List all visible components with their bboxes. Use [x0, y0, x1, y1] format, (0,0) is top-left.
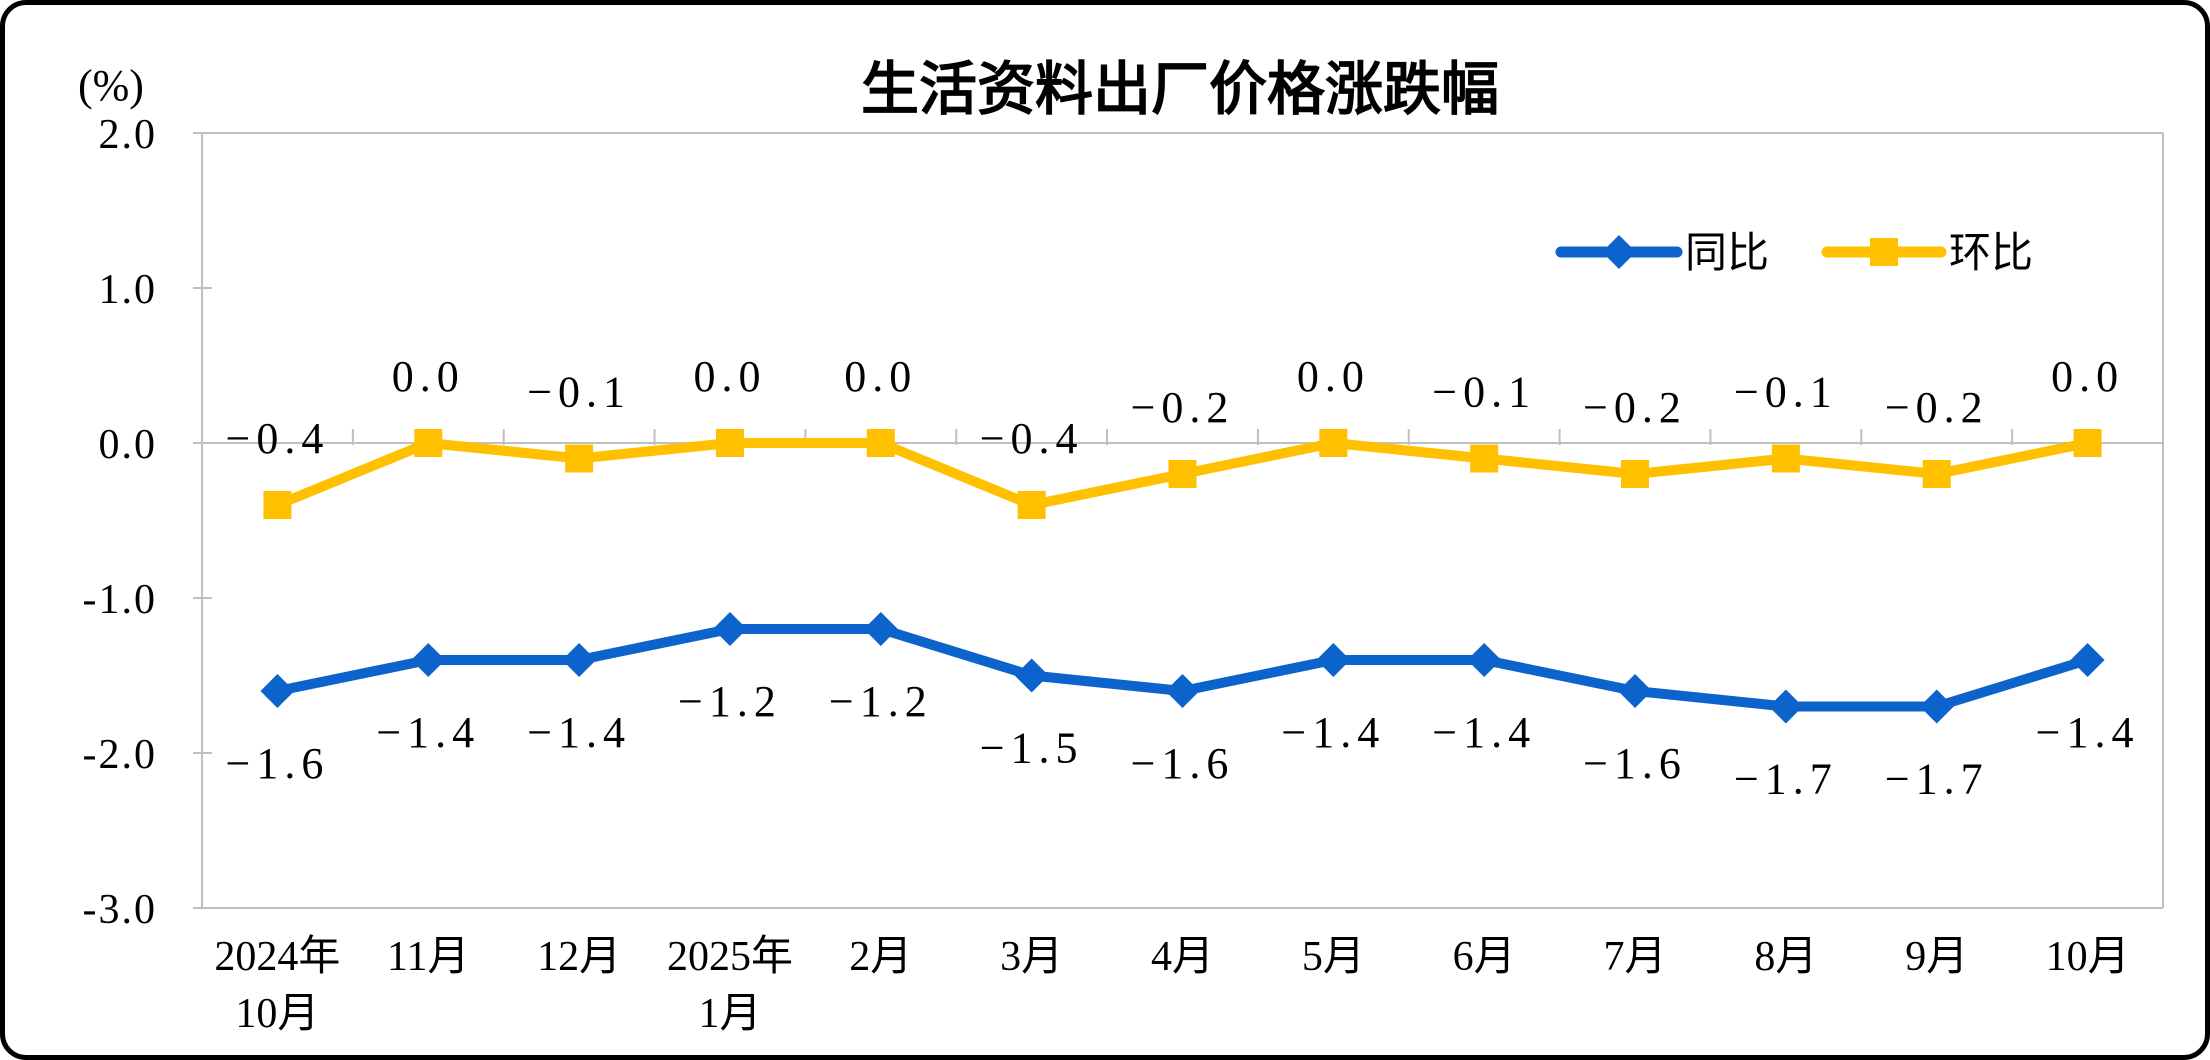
series-1-marker: [2073, 429, 2102, 457]
series-0-data-label: −1.4: [2036, 708, 2140, 757]
y-axis-unit-label: (%): [78, 61, 144, 110]
series-1-marker: [263, 491, 292, 519]
series-0-marker: [411, 643, 446, 677]
series-0-data-label: −1.4: [376, 708, 480, 757]
series-0-data-label: −1.6: [1583, 739, 1687, 788]
series-1-data-label: 0.0: [2051, 352, 2124, 401]
series-0-marker: [260, 674, 295, 708]
y-axis-tick-label: -3.0: [83, 887, 158, 933]
x-axis-category-label: 4月: [1151, 934, 1214, 980]
chart-title: 生活资料出厂价格涨跌幅: [861, 57, 1499, 122]
series-0-marker: [1618, 674, 1653, 708]
series-0-data-label: −1.4: [1281, 708, 1385, 757]
series-1-marker: [1319, 429, 1348, 457]
y-axis-tick-label: -1.0: [83, 577, 158, 623]
x-axis-category-label: 11月: [387, 934, 469, 980]
x-axis-category-label: 2月: [849, 934, 912, 980]
series-0-marker: [1768, 689, 1803, 724]
series-1-data-label: 0.0: [1297, 352, 1370, 401]
series-1-marker: [866, 429, 895, 457]
plot-area: 2.0 1.0 0.0 -1.0 -2.0 -3.0 2024年 10月 11月 12月 2025年…: [83, 112, 2164, 1037]
y-axis-tick-label: 0.0: [99, 422, 158, 468]
series-1-marker: [1470, 444, 1499, 473]
series-1-marker: [715, 429, 744, 457]
series-1-marker: [1621, 460, 1650, 488]
x-axis-category-label: 3月: [1000, 934, 1063, 980]
series-1-marker: [1017, 491, 1046, 519]
series-0-marker: [1014, 658, 1049, 693]
series-0-data-label: −1.4: [1432, 708, 1536, 757]
series-1-data-label: 0.0: [844, 352, 917, 401]
series-1-marker: [565, 444, 594, 473]
legend-item-1-marker: [1870, 238, 1898, 266]
series-1-marker: [1922, 460, 1951, 488]
series-0-marker: [2070, 643, 2105, 677]
x-axis-category-label: 9月: [1905, 934, 1968, 980]
x-axis-category-label: 2024年 10月: [214, 933, 340, 1037]
x-axis-category-label: 10月: [2046, 934, 2130, 980]
series-0-data-label: −1.2: [678, 677, 782, 726]
series-0-data-label: −1.7: [1885, 755, 1989, 804]
line-chart: 生活资料出厂价格涨跌幅 (%) 2.0 1.0 0.0 -1.0 -2.0 -3.0 202…: [78, 57, 2164, 1037]
series-1-data-label: −0.1: [527, 368, 631, 417]
series-0-marker: [1165, 674, 1200, 708]
x-axis-category-label: 6月: [1453, 934, 1516, 980]
series-1-marker: [1771, 444, 1800, 473]
series-0-marker: [1316, 643, 1351, 677]
series-1-data-label: −0.4: [226, 414, 330, 463]
series-1-data-label: 0.0: [693, 352, 766, 401]
x-axis-category-label: 8月: [1754, 934, 1817, 980]
y-axis-tick-label: 1.0: [99, 267, 158, 313]
series-1-marker: [1168, 460, 1197, 488]
series-1-data-label: −0.2: [1131, 383, 1235, 432]
series-0-data-label: −1.4: [527, 708, 631, 757]
legend-item-0-label: 同比: [1685, 231, 1769, 277]
series-1-data-label: −0.2: [1583, 383, 1687, 432]
series-0-marker: [1919, 689, 1954, 724]
legend-item-0-marker: [1602, 235, 1636, 269]
series-1-marker: [414, 429, 443, 457]
series-0-data-label: −1.7: [1734, 755, 1838, 804]
series-1-data-label: −0.1: [1432, 368, 1536, 417]
series-0-marker: [1467, 643, 1502, 677]
x-axis-category-label: 2025年 1月: [667, 933, 793, 1037]
series-1-data-label: −0.1: [1734, 368, 1838, 417]
series-0-marker: [712, 612, 747, 646]
y-axis-tick-label: 2.0: [99, 112, 158, 158]
x-axis-category-label: 12月: [537, 934, 621, 980]
series-0-data-label: −1.2: [829, 677, 933, 726]
series-0-marker: [863, 612, 898, 646]
y-axis-tick-label: -2.0: [83, 732, 158, 778]
series-0-marker: [562, 643, 597, 677]
series-0-data-label: −1.5: [980, 724, 1084, 773]
legend-item-1-label: 环比: [1949, 231, 2033, 277]
series-1-data-label: −0.2: [1885, 383, 1989, 432]
series-0-data-label: −1.6: [226, 739, 330, 788]
series-1-data-label: 0.0: [392, 352, 465, 401]
x-axis-category-label: 7月: [1604, 934, 1667, 980]
series-0-data-label: −1.6: [1131, 739, 1235, 788]
series-1-data-label: −0.4: [980, 414, 1084, 463]
x-axis-category-label: 5月: [1302, 934, 1365, 980]
